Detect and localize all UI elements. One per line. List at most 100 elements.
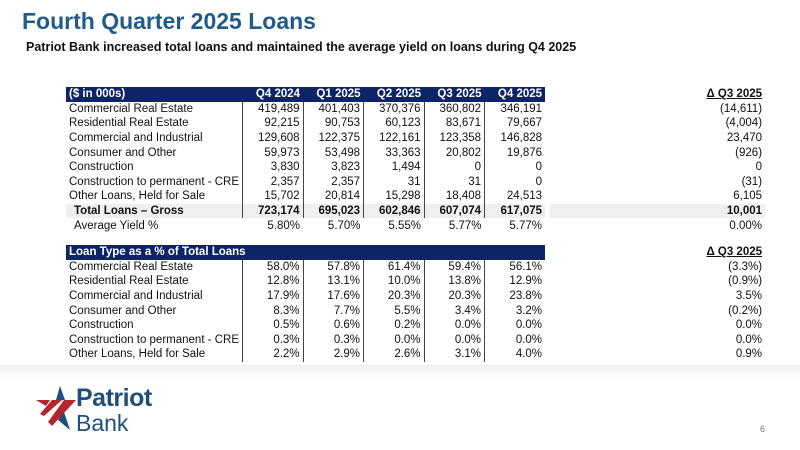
value-cell: 607,074 xyxy=(423,203,485,219)
value-cell: 419,489 xyxy=(242,101,304,117)
value-cell: 401,403 xyxy=(302,101,364,117)
value-cell: 59,973 xyxy=(242,145,304,160)
table-row: Commercial Real Estate 419,489 401,403 370,… xyxy=(66,101,765,117)
yield-row: Average Yield % 5.80% 5.70% 5.55% 5.77% 5.77%… xyxy=(66,218,765,233)
logo-text-bank: Bank xyxy=(76,410,129,436)
value-cell: 0.0% xyxy=(363,332,425,348)
value-cell: 57.8% xyxy=(302,259,364,275)
value-cell: 122,375 xyxy=(302,130,364,146)
footer-band xyxy=(0,365,800,381)
value-cell: 0 xyxy=(423,159,485,175)
table-row: Commercial and Industrial 129,608 122,375 1… xyxy=(66,130,765,146)
value-cell: 2.6% xyxy=(363,347,425,362)
value-cell: 17.9% xyxy=(242,288,304,304)
value-cell: 83,671 xyxy=(423,116,485,131)
value-cell: 0.0% xyxy=(423,332,485,348)
value-cell: 5.77% xyxy=(448,219,482,232)
value-cell: 0.5% xyxy=(242,317,304,333)
value-cell: 20,802 xyxy=(423,145,485,160)
delta-cell: (926) xyxy=(735,146,763,159)
spacer xyxy=(545,245,551,260)
page-number: 6 xyxy=(760,424,766,434)
value-cell: 122,161 xyxy=(363,130,425,146)
value-cell: 12.8% xyxy=(242,274,304,289)
value-cell: 53,498 xyxy=(302,145,364,160)
value-cell: 0.6% xyxy=(302,317,364,333)
delta-cell: 0.00% xyxy=(729,219,763,232)
delta-cell: 6,105 xyxy=(733,190,763,203)
value-cell: 79,667 xyxy=(484,116,546,131)
delta-cell: (31) xyxy=(741,175,763,188)
row-label: Average Yield % xyxy=(74,219,159,232)
delta-cell: 0.0% xyxy=(735,333,763,346)
table-row: Construction 3,830 3,823 1,494 0 0 0 xyxy=(66,159,765,175)
value-cell: 5.5% xyxy=(363,303,425,318)
row-label: Consumer and Other xyxy=(69,146,177,159)
row-label: Commercial Real Estate xyxy=(69,102,193,115)
header-label: Loan Type as a % of Total Loans xyxy=(66,245,546,260)
total-row: Total Loans – Gross 723,174 695,023 602,846… xyxy=(66,203,766,219)
value-cell: Q2 2025 xyxy=(363,87,425,102)
value-cell: 3,830 xyxy=(242,159,304,175)
row-label: Construction xyxy=(69,319,134,332)
value-cell: 0.0% xyxy=(423,317,485,333)
delta-cell: (4,004) xyxy=(725,117,763,130)
delta-cell: (0.9%) xyxy=(728,275,763,288)
table-row: Residential Real Estate 92,215 90,753 60,12… xyxy=(66,116,765,131)
value-cell: 360,802 xyxy=(423,101,485,117)
logo-text-patriot: Patriot xyxy=(76,384,152,412)
delta-cell: 10,001 xyxy=(550,203,766,219)
value-cell: 58.0% xyxy=(242,259,304,275)
value-cell: 13.8% xyxy=(423,274,485,289)
page-title: Fourth Quarter 2025 Loans xyxy=(22,8,316,34)
delta-cell: (3.3%) xyxy=(728,260,763,273)
loans-table: ($ in 000s) Q4 2024 Q1 2025 Q2 2025 Q3 2025 Q… xyxy=(66,87,766,233)
delta-cell: Δ Q3 2025 xyxy=(550,87,766,102)
table-row: Construction 0.5% 0.6% 0.2% 0.0% 0.0% 0.0% xyxy=(66,317,765,333)
value-cell: 0.0% xyxy=(484,332,546,348)
value-cell: 7.7% xyxy=(302,303,364,318)
row-label: Consumer and Other xyxy=(69,304,177,317)
value-cell: 1,494 xyxy=(363,159,425,175)
value-cell: 24,513 xyxy=(484,189,546,204)
value-cell: Q4 2025 xyxy=(484,87,546,102)
value-cell: 0 xyxy=(484,159,546,175)
value-cell: 17.6% xyxy=(302,288,364,304)
table-row: Commercial and Industrial 17.9% 17.6% 20.3%… xyxy=(66,288,765,304)
value-cell: 0 xyxy=(484,174,546,190)
value-cell: 19,876 xyxy=(484,145,546,160)
value-cell: 5.70% xyxy=(327,219,361,232)
value-cell: 617,075 xyxy=(484,203,546,219)
value-cell: Q3 2025 xyxy=(424,87,485,102)
value-cell: 2,357 xyxy=(302,174,364,190)
value-cell: Q1 2025 xyxy=(303,87,364,102)
row-label: Commercial Real Estate xyxy=(69,260,193,273)
value-cell: 3.2% xyxy=(484,303,546,318)
value-cell: 0.0% xyxy=(484,317,546,333)
value-cell: 61.4% xyxy=(363,259,425,275)
value-cell: 31 xyxy=(363,174,425,190)
value-cell: 56.1% xyxy=(484,259,546,275)
row-label: Construction to permanent - CRE xyxy=(69,175,240,188)
row-label: Residential Real Estate xyxy=(69,275,189,288)
value-cell: 5.55% xyxy=(388,219,422,232)
spacer xyxy=(545,87,551,102)
value-cell: 20,814 xyxy=(302,189,364,204)
value-cell: 3.4% xyxy=(423,303,485,318)
row-label: ($ in 000s) xyxy=(66,87,243,102)
value-cell: 10.0% xyxy=(363,274,425,289)
delta-cell: 0 xyxy=(755,161,763,174)
row-label: Construction xyxy=(69,161,134,174)
value-cell: 0.3% xyxy=(242,332,304,348)
delta-cell: (0.2%) xyxy=(728,304,763,317)
value-cell: 695,023 xyxy=(302,203,364,219)
value-cell: 31 xyxy=(423,174,485,190)
value-cell: 346,191 xyxy=(484,101,546,117)
delta-cell: 0.0% xyxy=(735,319,763,332)
value-cell: 60,123 xyxy=(363,116,425,131)
patriot-bank-logo: Patriot Bank xyxy=(36,384,176,444)
header-row: ($ in 000s) Q4 2024 Q1 2025 Q2 2025 Q3 2025 Q… xyxy=(66,87,766,102)
value-cell: 59.4% xyxy=(423,259,485,275)
value-cell: 146,828 xyxy=(484,130,546,146)
row-label: Commercial and Industrial xyxy=(69,132,203,145)
